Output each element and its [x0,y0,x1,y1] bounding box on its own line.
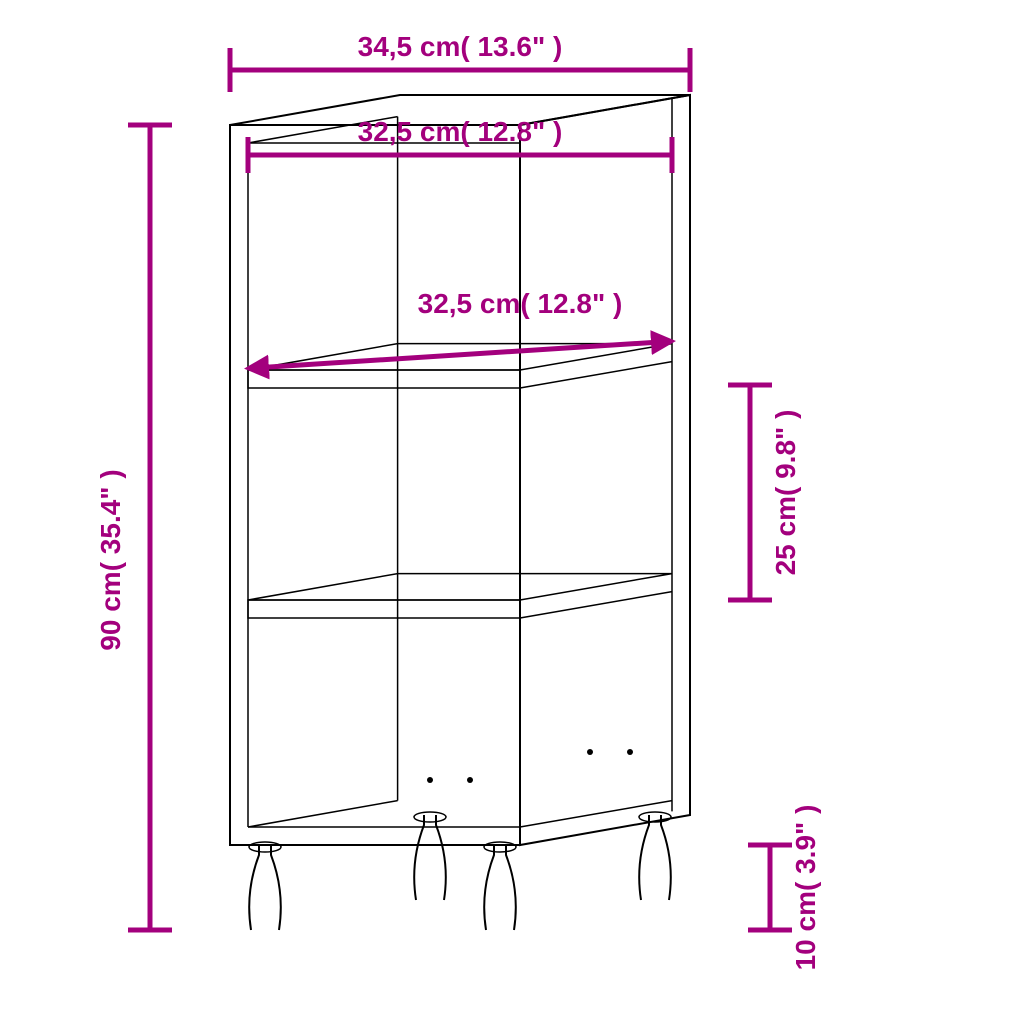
dimensions-inner_width-label-label: 32,5 cm( 12.8" ) [358,116,563,147]
dimensions-leg_height-label-label: 10 cm( 3.9" ) [790,805,821,971]
dimensions-shelf_depth-label: 32,5 cm( 12.8" ) [418,288,623,319]
dimensions-overall_height-label-label: 90 cm( 35.4" ) [95,469,126,650]
dimensions-shelf_height-label-label: 25 cm( 9.8" ) [770,410,801,576]
dimensions-overall_width-label-label: 34,5 cm( 13.6" ) [358,31,563,62]
